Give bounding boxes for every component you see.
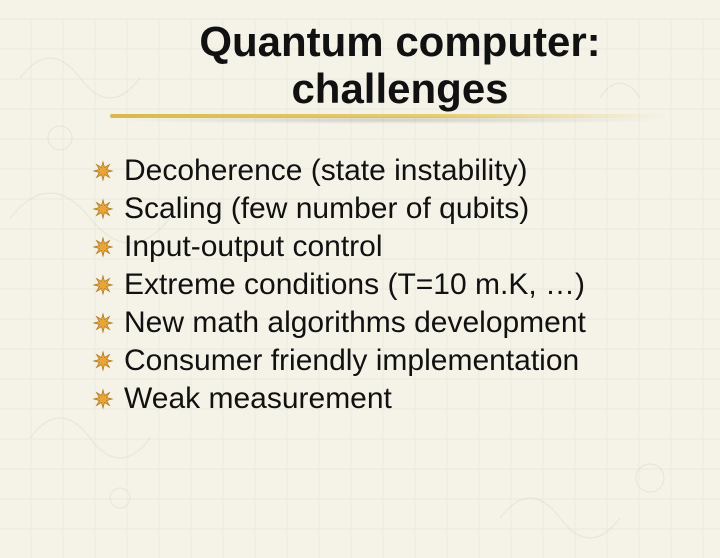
bullet-list: Decoherence (state instability) Scaling … [92,154,720,416]
star-icon [92,312,114,334]
slide-title: Quantum computer: challenges [120,18,680,112]
star-icon [92,236,114,258]
bullet-label: New math algorithms development [124,306,586,340]
title-shadow [110,116,670,124]
list-item: Extreme conditions (T=10 m.K, …) [92,268,720,302]
star-icon [92,274,114,296]
bullet-label: Input-output control [124,230,383,264]
list-item: New math algorithms development [92,306,720,340]
list-item: Decoherence (state instability) [92,154,720,188]
star-icon [92,350,114,372]
list-item: Weak measurement [92,382,720,416]
list-item: Consumer friendly implementation [92,344,720,378]
bullet-label: Consumer friendly implementation [124,344,579,378]
title-line-1: Quantum computer: [120,18,680,65]
bullet-label: Decoherence (state instability) [124,154,528,188]
title-block: Quantum computer: challenges [120,18,680,112]
star-icon [92,388,114,410]
bullet-label: Scaling (few number of qubits) [124,192,529,226]
list-item: Scaling (few number of qubits) [92,192,720,226]
title-line-2: challenges [120,65,680,112]
star-icon [92,198,114,220]
list-item: Input-output control [92,230,720,264]
star-icon [92,160,114,182]
bullet-label: Extreme conditions (T=10 m.K, …) [124,268,585,302]
bullet-label: Weak measurement [124,382,392,416]
